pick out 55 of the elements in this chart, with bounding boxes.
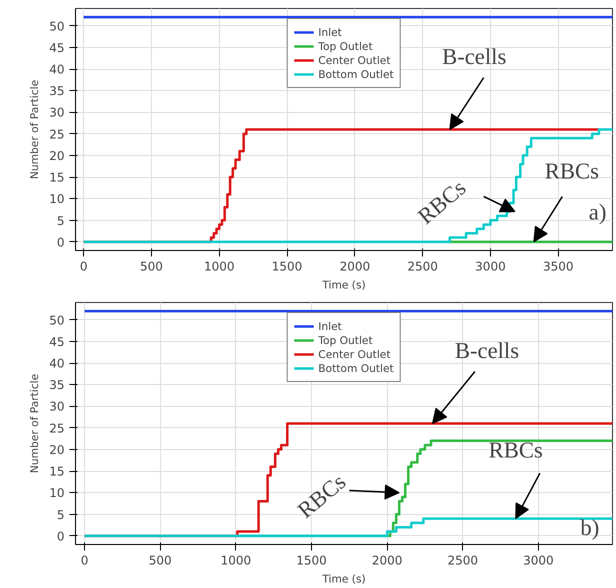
y-tick-label: 45 — [49, 40, 65, 55]
x-tick-label: 500 — [148, 554, 172, 568]
y-axis-title: Number of Particle — [28, 374, 42, 474]
y-tick-label: 25 — [49, 127, 65, 142]
y-tick-label: 0 — [56, 235, 65, 250]
y-tick-label: 40 — [49, 356, 65, 370]
y-tick-label: 5 — [56, 214, 65, 228]
annotation: RBCs — [488, 437, 543, 462]
y-tick-label: 10 — [49, 486, 65, 500]
x-tick-label: 500 — [140, 260, 163, 274]
y-tick-label: 35 — [49, 378, 65, 392]
x-tick-label: 1500 — [296, 554, 327, 568]
y-tick-label: 50 — [49, 313, 65, 328]
legend-label: Center Outlet — [318, 53, 391, 67]
y-tick-label: 5 — [56, 508, 65, 522]
legend-label: Bottom Outlet — [318, 361, 394, 375]
x-tick-label: 3000 — [523, 554, 554, 568]
annotation: a) — [588, 200, 606, 225]
y-tick-label: 35 — [49, 84, 65, 98]
legend-label: Top Outlet — [318, 333, 373, 347]
y-tick-label: 0 — [56, 529, 65, 544]
x-tick-label: 3500 — [542, 260, 574, 274]
x-tick-label: 1000 — [204, 260, 235, 274]
x-tick-label: 0 — [80, 554, 88, 568]
y-tick-label: 10 — [49, 192, 65, 206]
y-tick-label: 20 — [49, 442, 65, 457]
legend-label: Bottom Outlet — [318, 67, 394, 81]
x-tick-label: 2000 — [372, 554, 402, 568]
legend-label: Inlet — [318, 319, 342, 333]
y-tick-label: 40 — [49, 62, 65, 76]
y-tick-label: 15 — [49, 464, 65, 479]
y-tick-label: 50 — [49, 19, 65, 34]
y-tick-label: 45 — [49, 334, 65, 349]
y-tick-label: 30 — [49, 106, 65, 120]
y-tick-label: 30 — [49, 400, 65, 414]
x-tick-label: 1500 — [272, 260, 302, 274]
annotation: RBCs — [544, 158, 599, 184]
x-tick-label: 1000 — [220, 554, 252, 568]
x-tick-label: 2000 — [340, 260, 370, 274]
legend-label: Top Outlet — [318, 39, 373, 53]
legend-label: Inlet — [318, 25, 342, 39]
x-tick-label: 2500 — [447, 554, 478, 568]
x-tick-label: 2500 — [407, 260, 438, 274]
x-axis-title: Time (s) — [321, 572, 366, 586]
y-tick-label: 20 — [49, 148, 65, 163]
annotation: B-cells — [454, 338, 520, 363]
annotation: B-cells — [442, 44, 506, 69]
annotation: b) — [580, 515, 600, 540]
x-tick-label: 0 — [80, 260, 88, 274]
x-tick-label: 3000 — [475, 260, 506, 274]
y-tick-label: 15 — [49, 170, 65, 185]
legend-label: Center Outlet — [318, 347, 391, 361]
y-axis-title: Number of Particle — [28, 80, 42, 180]
y-tick-label: 25 — [49, 421, 65, 436]
x-axis-title: Time (s) — [321, 278, 366, 292]
